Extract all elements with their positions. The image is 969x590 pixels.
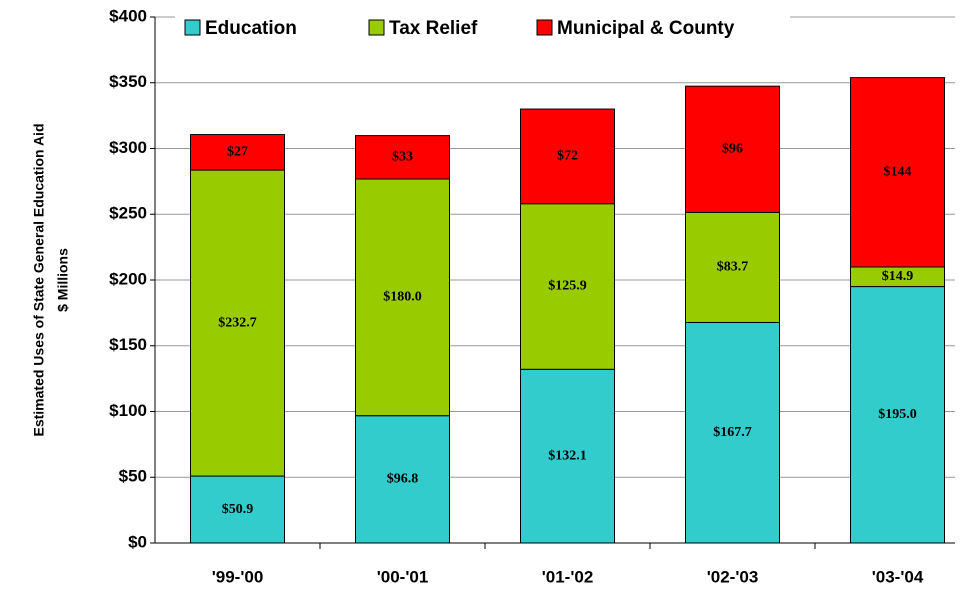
bar-segment	[520, 368, 615, 544]
x-tick-label: '01-'02	[542, 567, 594, 586]
y-tick-label: $0	[128, 532, 147, 551]
value-label: $27	[227, 145, 248, 160]
value-label: $50.9	[222, 502, 254, 517]
value-label: $96	[722, 142, 743, 157]
value-label: $72	[557, 149, 578, 164]
value-label: $83.7	[717, 260, 749, 275]
bar-segment	[685, 85, 780, 213]
value-label: $132.1	[548, 448, 587, 463]
value-label: $232.7	[218, 315, 257, 330]
value-label: $14.9	[882, 269, 914, 284]
x-tick-label: '99-'00	[212, 567, 264, 586]
y-tick-label: $150	[109, 335, 147, 354]
value-label: $180.0	[383, 290, 422, 305]
y-axis-label: Estimated Uses of State General Educatio…	[31, 123, 47, 436]
bar-segment	[685, 321, 780, 544]
y-tick-label: $250	[109, 204, 147, 223]
legend-label: Education	[205, 18, 297, 39]
y-tick-label: $350	[109, 72, 147, 91]
x-tick-label: '02-'03	[707, 567, 759, 586]
y-tick-label: $100	[109, 401, 147, 420]
legend-label: Municipal & County	[557, 18, 735, 39]
x-tick-label: '00-'01	[377, 567, 429, 586]
bar-segment	[520, 108, 615, 205]
x-tick-label: '03-'04	[872, 567, 924, 586]
legend-swatch	[368, 19, 385, 36]
y-tick-label: $300	[109, 138, 147, 157]
bar-segment	[850, 286, 945, 544]
value-label: $144	[884, 165, 912, 180]
bar-segment	[190, 134, 285, 171]
y-tick-label: $50	[119, 467, 147, 486]
value-label: $167.7	[713, 425, 752, 440]
bar-segment	[190, 475, 285, 544]
value-label: $33	[392, 150, 413, 165]
y-tick-label: $200	[109, 269, 147, 288]
legend-box	[175, 10, 790, 46]
legend-swatch	[184, 19, 201, 36]
legend-label: Tax Relief	[389, 18, 478, 39]
y-tick-label: $400	[109, 6, 147, 25]
value-label: $96.8	[387, 472, 419, 487]
bar-segment	[190, 169, 285, 477]
bar-segment	[850, 77, 945, 268]
bar-segment	[355, 178, 450, 417]
value-label: $195.0	[878, 407, 917, 422]
legend-swatch	[536, 19, 553, 36]
value-label: $125.9	[548, 279, 587, 294]
y-axis-label: $ Millions	[55, 248, 71, 312]
bar-segment	[355, 135, 450, 180]
